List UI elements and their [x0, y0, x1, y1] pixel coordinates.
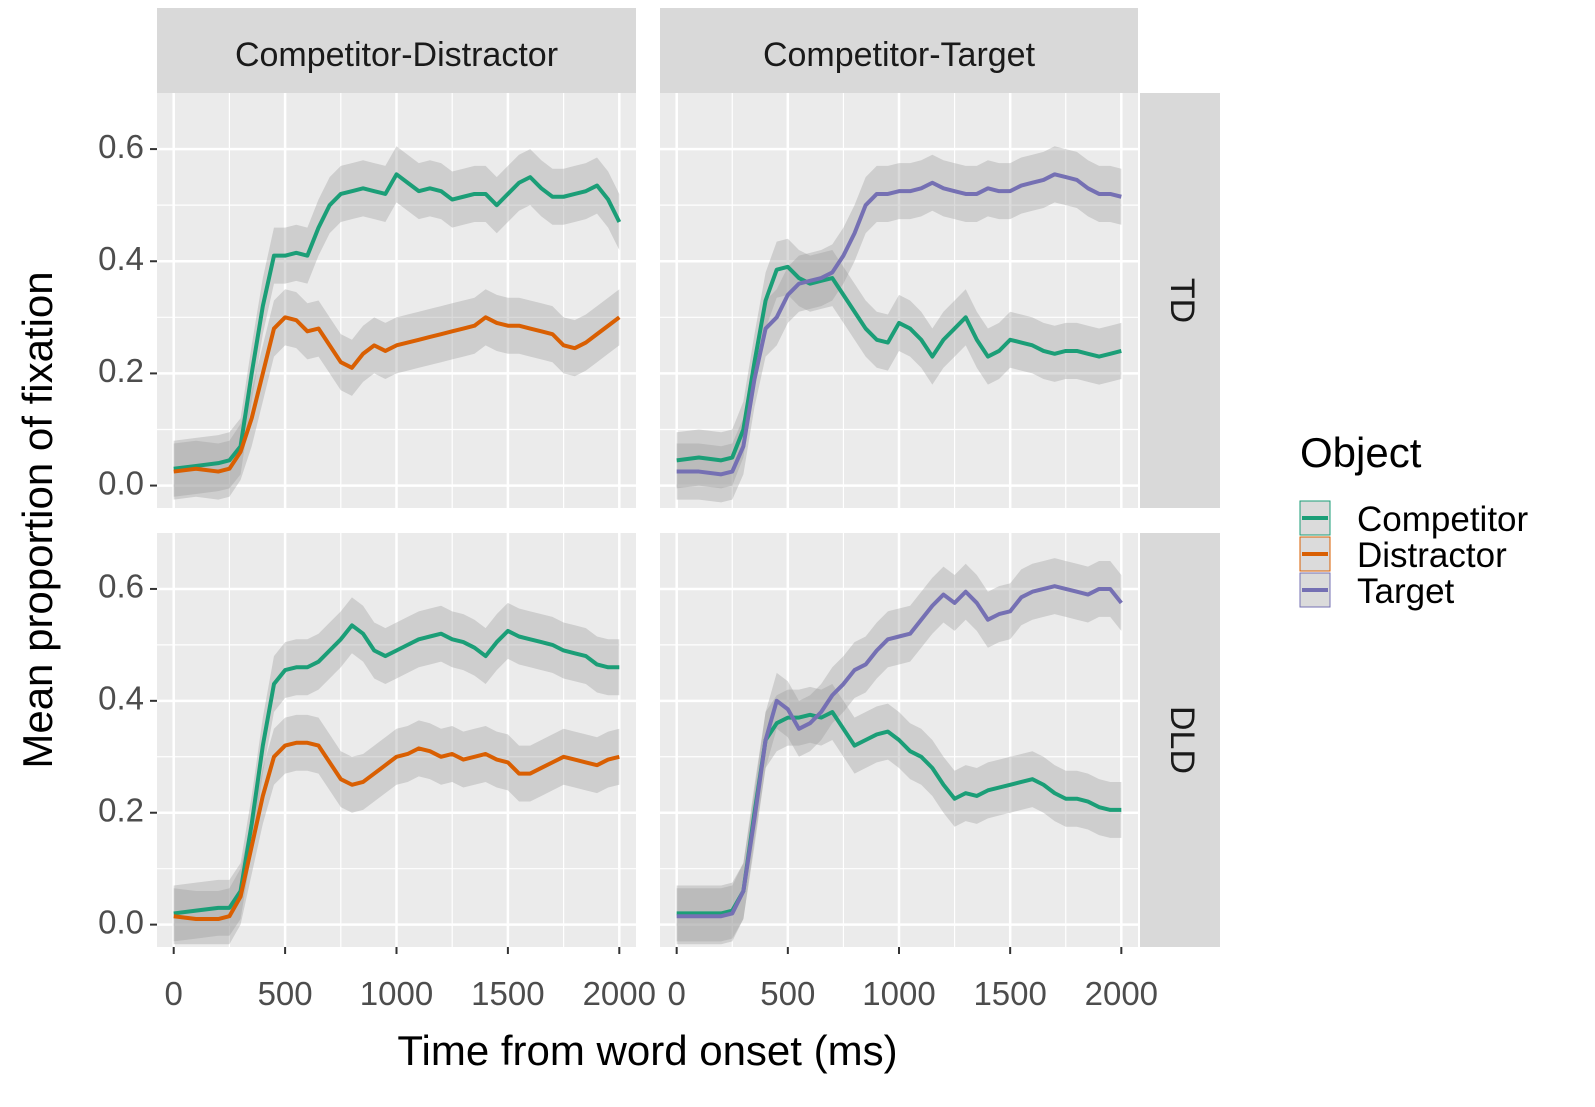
y-tick-label: 0.0 — [98, 464, 144, 501]
y-axis-title: Mean proportion of fixation — [14, 271, 61, 768]
x-tick-label: 500 — [258, 975, 313, 1012]
series-line-distractor — [173, 740, 620, 922]
x-axis-title: Time from word onset (ms) — [397, 1027, 897, 1074]
series-line-distractor — [173, 315, 621, 474]
facet-strip-column-label: Competitor-Target — [763, 36, 1036, 74]
series-line-target — [676, 172, 1122, 477]
y-tick-label: 0.0 — [98, 903, 144, 940]
x-tick-label: 500 — [760, 975, 815, 1012]
series-line-competitor — [173, 172, 622, 471]
x-tick-label: 1000 — [360, 975, 433, 1012]
x-tick-label: 2000 — [583, 975, 656, 1012]
legend-entry-label: Competitor — [1357, 500, 1529, 539]
series-line-competitor — [676, 710, 1122, 916]
y-tick-label: 0.4 — [98, 680, 144, 717]
facet-strip-column — [660, 8, 1138, 93]
facet-strip-row — [1140, 533, 1220, 947]
series-line-target — [676, 584, 1123, 919]
x-tick-label: 1500 — [973, 975, 1046, 1012]
y-tick-label: 0.2 — [98, 352, 144, 389]
confidence-ribbon-competitor — [676, 238, 1122, 489]
x-tick-label: 1500 — [471, 975, 544, 1012]
y-tick-label: 0.6 — [98, 128, 144, 165]
y-tick-label: 0.2 — [98, 791, 144, 828]
facet-strip-column-label: Competitor-Distractor — [235, 36, 558, 74]
y-tick-label: 0.6 — [98, 568, 144, 605]
legend-entry-label: Distractor — [1357, 536, 1507, 575]
confidence-ribbon-competitor — [173, 146, 620, 497]
x-tick-label: 0 — [165, 975, 183, 1012]
y-tick-label: 0.4 — [98, 240, 144, 277]
panel — [157, 93, 636, 508]
panel — [660, 533, 1138, 947]
x-tick-label: 0 — [667, 975, 685, 1012]
panel — [157, 533, 636, 947]
x-tick-label: 1000 — [862, 975, 935, 1012]
confidence-ribbon-competitor — [173, 597, 620, 942]
facet-strip-row — [1140, 93, 1220, 508]
legend-title: Object — [1300, 429, 1422, 476]
confidence-ribbon-distractor — [173, 289, 620, 500]
confidence-ribbon-distractor — [173, 714, 620, 945]
series-line-competitor — [676, 264, 1122, 463]
facet-strip-row-label: TD — [1163, 278, 1201, 323]
facet-strip-row-label: DLD — [1163, 706, 1201, 774]
series-line-competitor — [173, 623, 620, 916]
facet-strip-column — [157, 8, 636, 93]
panel — [660, 93, 1138, 508]
legend-entry-label: Target — [1357, 572, 1455, 611]
x-tick-label: 2000 — [1085, 975, 1158, 1012]
